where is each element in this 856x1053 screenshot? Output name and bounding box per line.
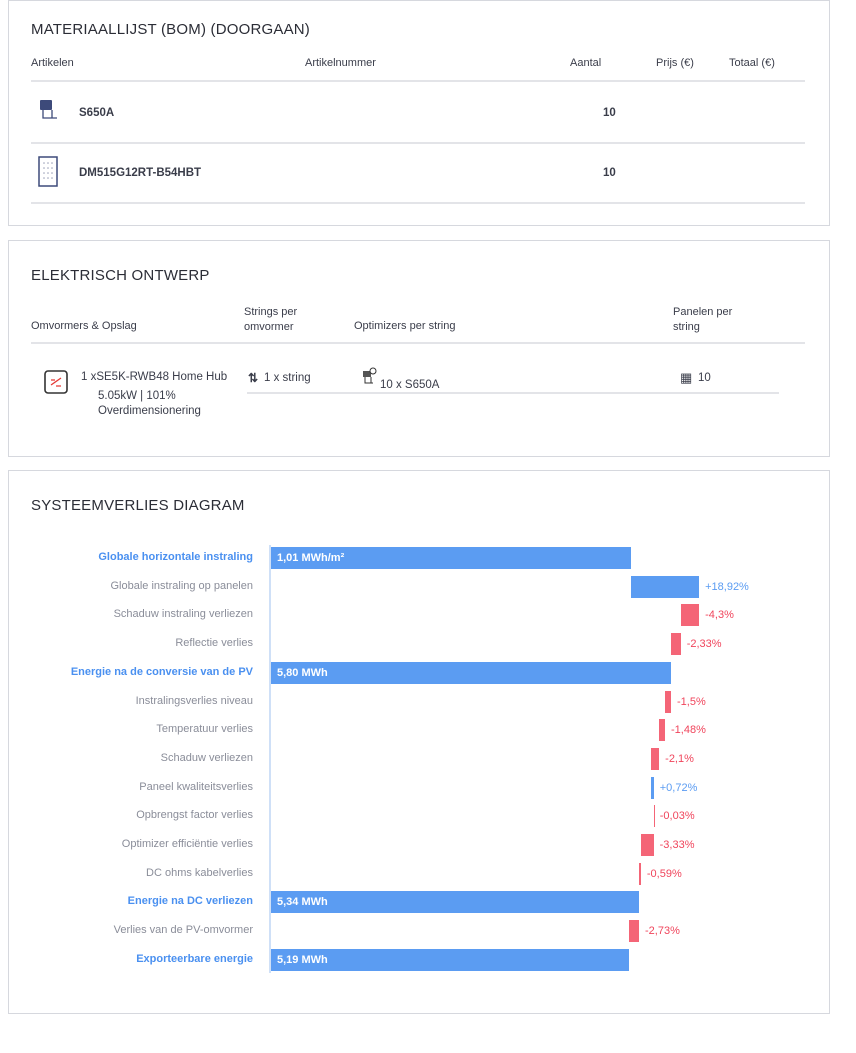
header-articles: Artikelen	[31, 57, 74, 69]
header-total: Totaal (€)	[729, 57, 775, 69]
inverter-icon	[44, 370, 68, 394]
bom-panel: MATERIAALLIJST (BOM) (DOORGAAN) Artikele…	[8, 0, 830, 226]
optimizer-icon	[40, 100, 57, 119]
divider	[31, 80, 805, 82]
solar-panel-icon	[38, 156, 58, 187]
header-panels: Panelen per string	[673, 306, 733, 333]
header-strings: Strings per omvormer	[244, 306, 298, 333]
header-inverters: Omvormers & Opslag	[31, 320, 137, 332]
article-name: DM515G12RT-B54HBT	[79, 167, 202, 179]
divider	[247, 392, 779, 394]
header-optimizers: Optimizers per string	[354, 320, 456, 332]
losses-title: SYSTEEMVERLIES DIAGRAM	[31, 497, 245, 514]
electrical-panel: ELEKTRISCH ONTWERP Omvormers & Opslag St…	[8, 240, 830, 457]
divider	[31, 342, 805, 344]
optimizers-value: 10 x S650A	[380, 379, 440, 391]
optimizer-check-icon	[363, 367, 377, 384]
header-price: Prijs (€)	[656, 57, 694, 69]
string-icon: ⇅	[248, 371, 259, 385]
electrical-title: ELEKTRISCH ONTWERP	[31, 267, 210, 284]
divider	[31, 142, 805, 144]
divider	[31, 202, 805, 204]
losses-panel: SYSTEEMVERLIES DIAGRAM	[8, 470, 830, 1014]
header-qty: Aantal	[570, 57, 602, 69]
inverter-name: 1 xSE5K-RWB48 Home Hub	[81, 371, 228, 383]
bom-title: MATERIAALLIJST (BOM) (DOORGAAN)	[31, 21, 311, 38]
strings-value: 1 x string	[264, 372, 311, 384]
inverter-oversize: Overdimensionering	[98, 405, 201, 417]
panels-value: 10	[698, 372, 711, 384]
article-qty: 10	[603, 167, 616, 179]
article-name: S650A	[79, 107, 115, 119]
inverter-power: 5.05kW | 101%	[98, 390, 176, 402]
article-qty: 10	[603, 107, 616, 119]
header-article-number: Artikelnummer	[305, 57, 376, 69]
panel-grid-icon: ▦	[680, 370, 693, 385]
